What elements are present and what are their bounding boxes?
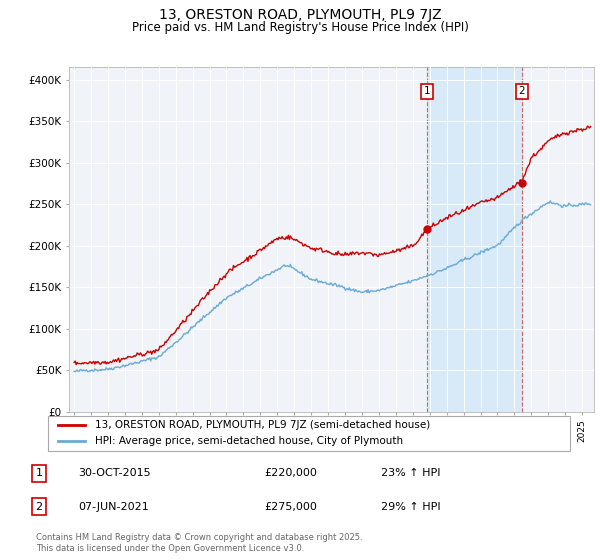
FancyBboxPatch shape (48, 416, 570, 451)
Text: £220,000: £220,000 (264, 468, 317, 478)
Text: 07-JUN-2021: 07-JUN-2021 (78, 502, 149, 512)
Text: 2: 2 (35, 502, 43, 512)
Text: 13, ORESTON ROAD, PLYMOUTH, PL9 7JZ: 13, ORESTON ROAD, PLYMOUTH, PL9 7JZ (158, 8, 442, 22)
Text: 2: 2 (518, 86, 525, 96)
Text: 1: 1 (35, 468, 43, 478)
Text: 1: 1 (424, 86, 430, 96)
Text: HPI: Average price, semi-detached house, City of Plymouth: HPI: Average price, semi-detached house,… (95, 436, 403, 446)
Text: Contains HM Land Registry data © Crown copyright and database right 2025.
This d: Contains HM Land Registry data © Crown c… (36, 533, 362, 553)
Bar (427, 67, 522, 412)
Text: 29% ↑ HPI: 29% ↑ HPI (381, 502, 440, 512)
Text: 13, ORESTON ROAD, PLYMOUTH, PL9 7JZ (semi-detached house): 13, ORESTON ROAD, PLYMOUTH, PL9 7JZ (sem… (95, 421, 430, 431)
Text: 23% ↑ HPI: 23% ↑ HPI (381, 468, 440, 478)
Text: £275,000: £275,000 (264, 502, 317, 512)
Text: 30-OCT-2015: 30-OCT-2015 (78, 468, 151, 478)
Text: Price paid vs. HM Land Registry's House Price Index (HPI): Price paid vs. HM Land Registry's House … (131, 21, 469, 34)
